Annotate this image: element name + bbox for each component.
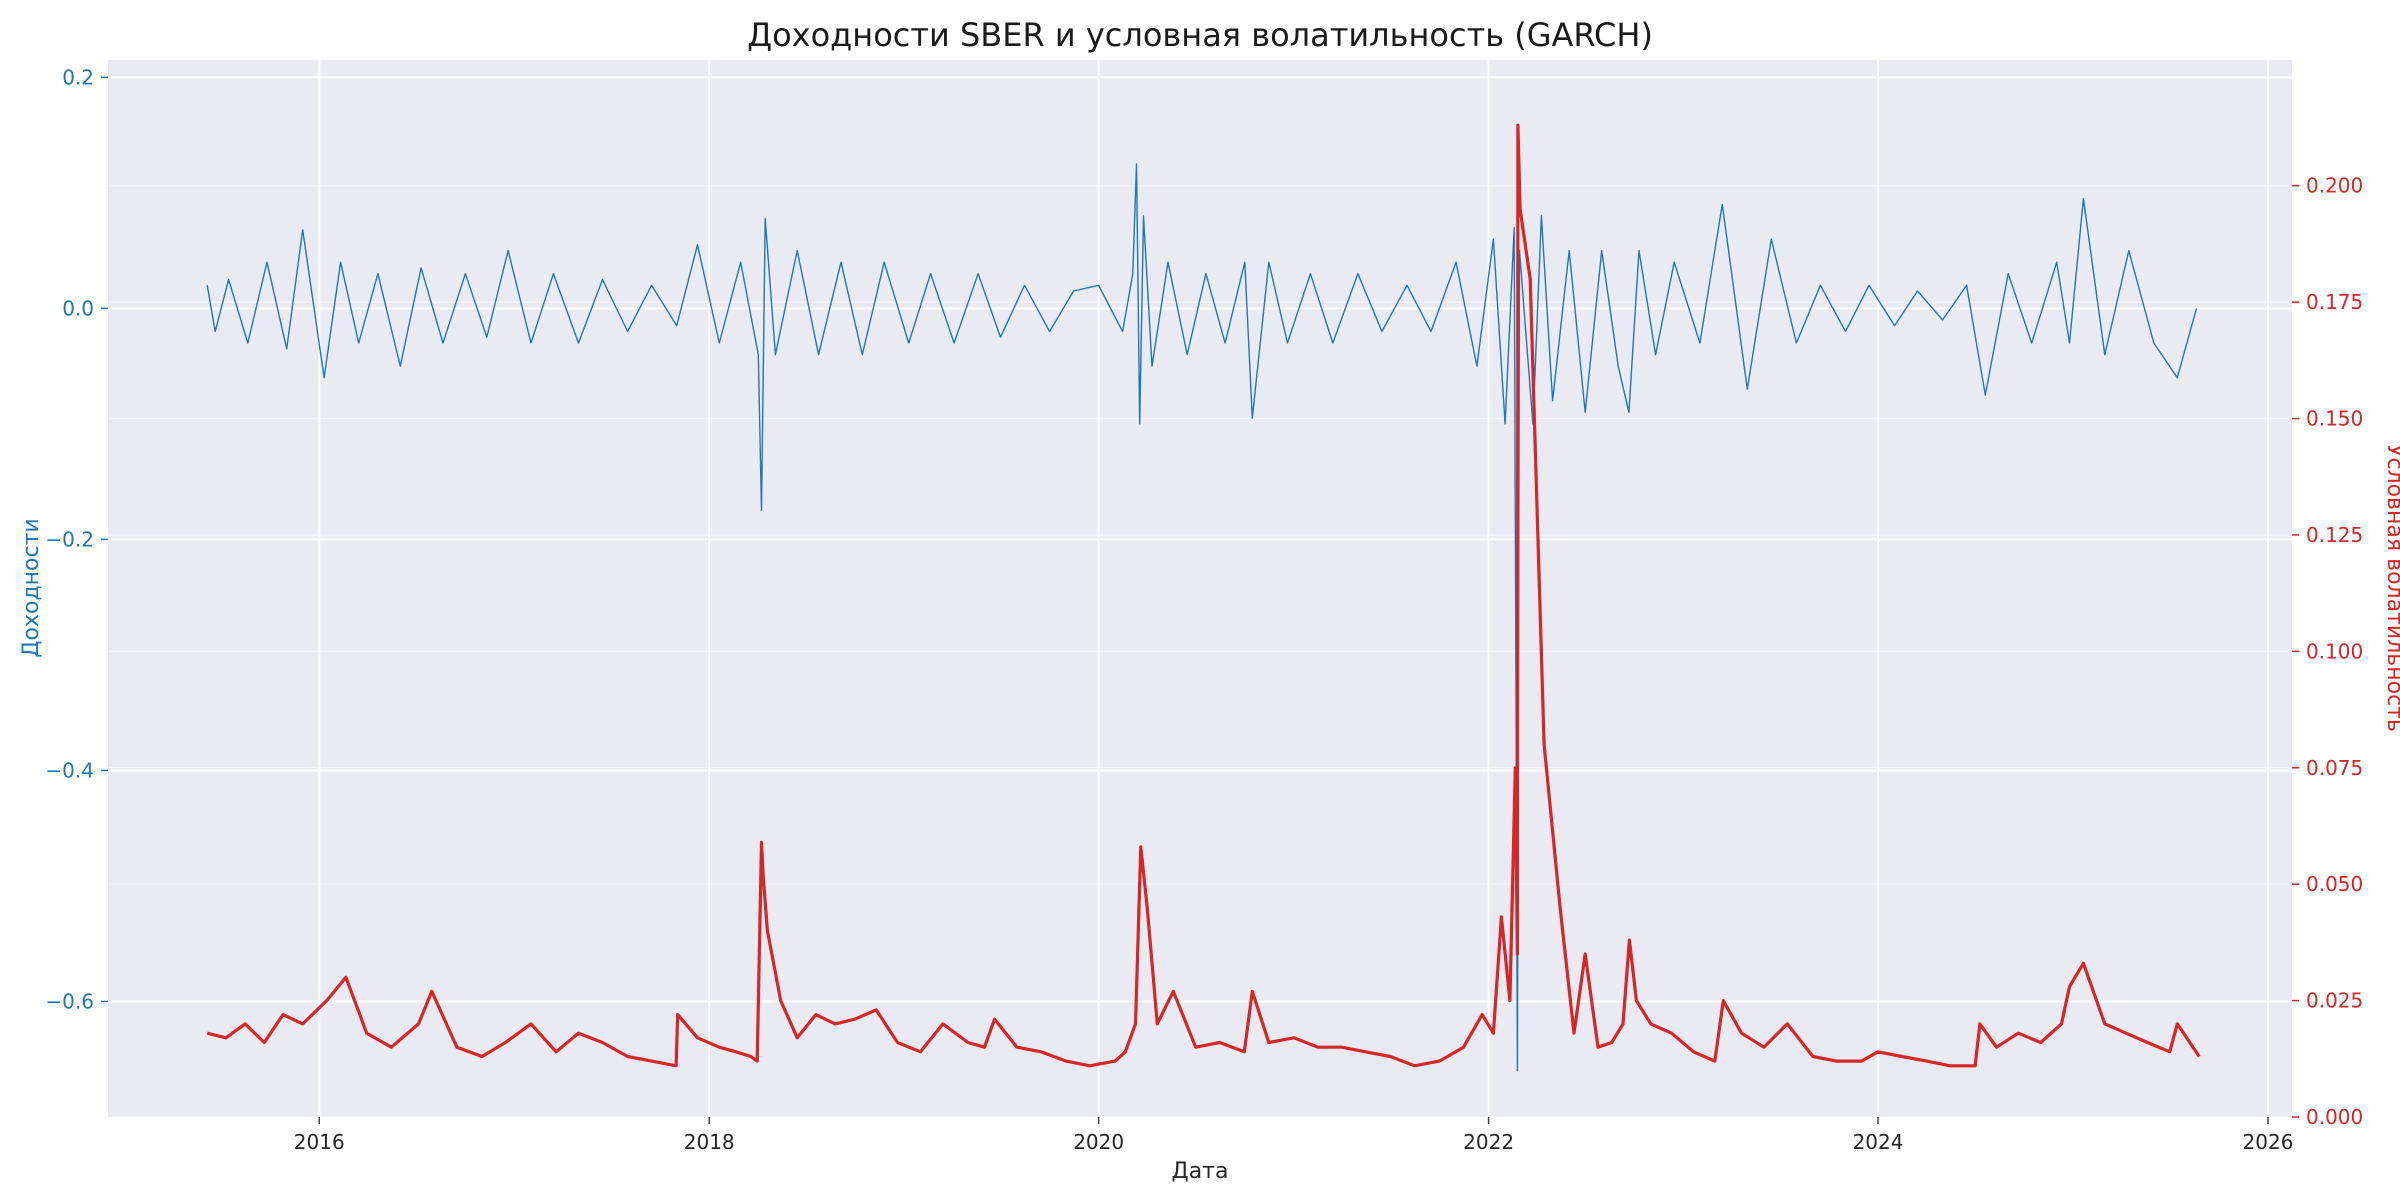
x-axis-ticks: 2016 2018 2020 2022 2024 2026 bbox=[294, 1117, 2294, 1154]
returns-series bbox=[206, 163, 2198, 1072]
tick-label-right-3: 0.075 bbox=[2306, 756, 2363, 780]
tick-label-right-4: 0.100 bbox=[2306, 639, 2363, 663]
tick-label-right-6: 0.150 bbox=[2306, 407, 2363, 431]
chart-title: Доходности SBER и условная волатильность… bbox=[747, 16, 1653, 54]
tick-label-right-1: 0.025 bbox=[2306, 989, 2363, 1013]
volatility-line bbox=[206, 123, 2201, 1068]
tick-label-right-0: 0.000 bbox=[2306, 1105, 2363, 1129]
volatility-series bbox=[206, 123, 2201, 1068]
tick-label-left-3: −0.4 bbox=[45, 758, 94, 782]
plot-area bbox=[108, 60, 2292, 1117]
left-axis-ticks: 0.2 0.0 −0.2 −0.4 −0.6 bbox=[45, 65, 108, 1013]
tick-label-right-2: 0.050 bbox=[2306, 872, 2363, 896]
grid bbox=[108, 60, 2292, 1118]
tick-label-x-2: 2020 bbox=[1073, 1130, 1124, 1154]
tick-label-left-0: 0.2 bbox=[62, 65, 94, 89]
tick-label-left-1: 0.0 bbox=[62, 296, 94, 320]
y-axis-right-label: Условная волатильность bbox=[2382, 444, 2400, 732]
tick-label-left-4: −0.6 bbox=[45, 989, 94, 1013]
tick-label-left-2: −0.2 bbox=[45, 527, 94, 551]
tick-label-x-4: 2024 bbox=[1853, 1130, 1904, 1154]
tick-label-x-3: 2022 bbox=[1463, 1130, 1514, 1154]
tick-label-right-7: 0.175 bbox=[2306, 290, 2363, 314]
tick-label-right-5: 0.125 bbox=[2306, 523, 2363, 547]
y-axis-left-label: Доходности bbox=[19, 518, 44, 657]
right-axis-ticks: 0.000 0.025 0.050 0.075 0.100 0.125 0.150 0.175… bbox=[2292, 174, 2363, 1129]
tick-label-x-0: 2016 bbox=[294, 1130, 345, 1154]
tick-label-right-8: 0.200 bbox=[2306, 174, 2363, 198]
returns-line bbox=[206, 163, 2198, 1072]
x-axis-label: Дата bbox=[1172, 1159, 1229, 1184]
tick-label-x-5: 2026 bbox=[2243, 1130, 2294, 1154]
tick-label-x-1: 2018 bbox=[684, 1130, 735, 1154]
